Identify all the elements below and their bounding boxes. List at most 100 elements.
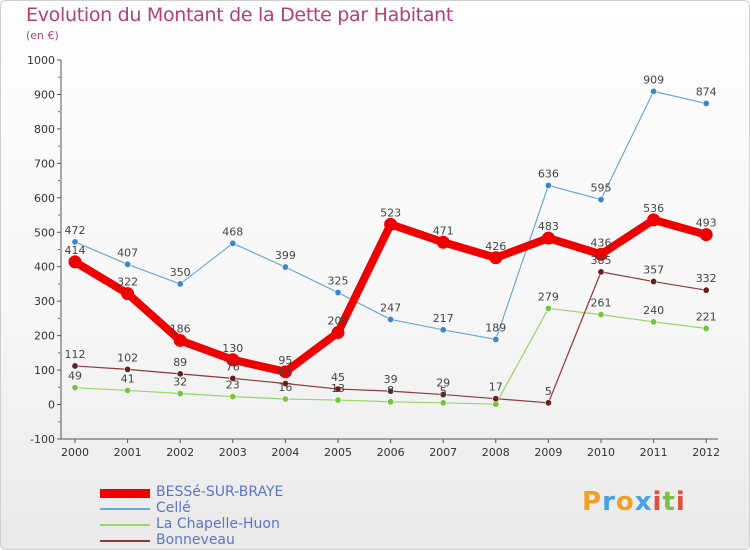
data-point (650, 318, 658, 326)
y-tick-label: 1000 (27, 54, 55, 67)
data-label: 279 (538, 290, 559, 303)
data-label: 5 (440, 385, 447, 398)
data-label: 13 (331, 382, 345, 395)
brand-letter: x (634, 487, 653, 517)
data-label: 909 (643, 73, 664, 86)
data-label: 426 (485, 240, 506, 253)
data-point (541, 231, 555, 245)
data-point (544, 181, 552, 189)
data-label: 536 (643, 202, 664, 215)
x-tick-label: 2002 (166, 446, 194, 459)
data-point (387, 387, 395, 395)
data-label: 407 (117, 246, 138, 259)
data-label: 17 (489, 381, 503, 394)
series-layer (68, 87, 713, 408)
y-tick-label: 300 (34, 295, 55, 308)
data-point (124, 365, 132, 373)
data-label: 468 (222, 225, 243, 238)
data-point (594, 247, 608, 261)
data-label: 350 (170, 266, 191, 279)
data-point (176, 370, 184, 378)
data-point (647, 213, 661, 227)
brand-letter: P (582, 487, 603, 517)
brand-letter: i (652, 487, 663, 517)
data-label: 471 (433, 224, 454, 237)
x-tick-label: 2004 (271, 446, 299, 459)
legend-item: Bonneveau (100, 532, 340, 549)
data-point (176, 390, 184, 398)
data-point (229, 374, 237, 382)
series-line (71, 215, 711, 376)
data-point (281, 380, 289, 388)
data-point (68, 255, 82, 269)
legend-label: BESSé-SUR-BRAYE (156, 484, 284, 500)
data-label: 636 (538, 167, 559, 180)
legend-item: La Chapelle-Huon (100, 516, 340, 533)
data-point (439, 391, 447, 399)
y-tick-label: 400 (34, 261, 55, 274)
data-point (334, 289, 342, 297)
data-point (492, 395, 500, 403)
data-point (229, 393, 237, 401)
brand-logo: Proxiti (582, 487, 686, 517)
brand-letter: o (615, 487, 635, 517)
y-tick-label: 0 (48, 399, 55, 412)
y-tick-label: 500 (34, 226, 55, 239)
data-point (597, 196, 605, 204)
legend-label: Cellé (156, 500, 191, 516)
data-point (702, 99, 710, 107)
data-point (173, 333, 187, 347)
legend-item: BESSé-SUR-BRAYE (100, 484, 340, 501)
x-tick-label: 2011 (640, 446, 668, 459)
data-label: 325 (328, 275, 349, 288)
data-label: 8 (387, 384, 394, 397)
data-label: 189 (485, 321, 506, 334)
data-label: 29 (436, 377, 450, 390)
axes: -100 0 100 200 300 400 500 600 700 800 900 1000 2000… (27, 54, 720, 459)
data-point (229, 239, 237, 247)
x-tick-label: 2006 (377, 446, 405, 459)
data-label: 357 (643, 264, 664, 277)
legend-swatch (100, 488, 150, 498)
data-point (544, 399, 552, 407)
data-label: 61 (278, 366, 292, 379)
data-point (699, 228, 713, 242)
data-label: 130 (222, 342, 243, 355)
x-tick-label: 2001 (114, 446, 142, 459)
data-point (597, 311, 605, 319)
y-tick-label: 900 (34, 88, 55, 101)
data-point (702, 324, 710, 332)
chart-title: Evolution du Montant de la Dette par Hab… (26, 4, 454, 26)
data-point (124, 260, 132, 268)
data-point (331, 326, 345, 340)
y-tick-label: 800 (34, 123, 55, 136)
data-label: 240 (643, 304, 664, 317)
data-label: 595 (591, 182, 612, 195)
data-label: 399 (275, 249, 296, 262)
data-label: 23 (226, 379, 240, 392)
data-point (71, 384, 79, 392)
data-point (226, 353, 240, 367)
data-point (334, 385, 342, 393)
data-label: 385 (591, 254, 612, 267)
data-label: 874 (696, 85, 717, 98)
y-tick-label: 200 (34, 330, 55, 343)
data-label: 39 (384, 373, 398, 386)
data-point (281, 263, 289, 271)
legend-swatch (100, 540, 150, 542)
data-point (597, 268, 605, 276)
data-point (71, 362, 79, 370)
brand-letter: t (662, 487, 676, 517)
data-point (439, 326, 447, 334)
legend: BESSé-SUR-BRAYE Cellé La Chapelle-Huon Bonn… (100, 484, 340, 549)
data-label: 209 (328, 315, 349, 328)
data-label: 102 (117, 351, 138, 364)
data-point (281, 395, 289, 403)
data-label: 217 (433, 312, 454, 325)
x-tick-label: 2010 (587, 446, 615, 459)
legend-swatch (100, 524, 150, 526)
data-label: 95 (278, 354, 292, 367)
chart-unit-label: (en €) (26, 29, 59, 42)
